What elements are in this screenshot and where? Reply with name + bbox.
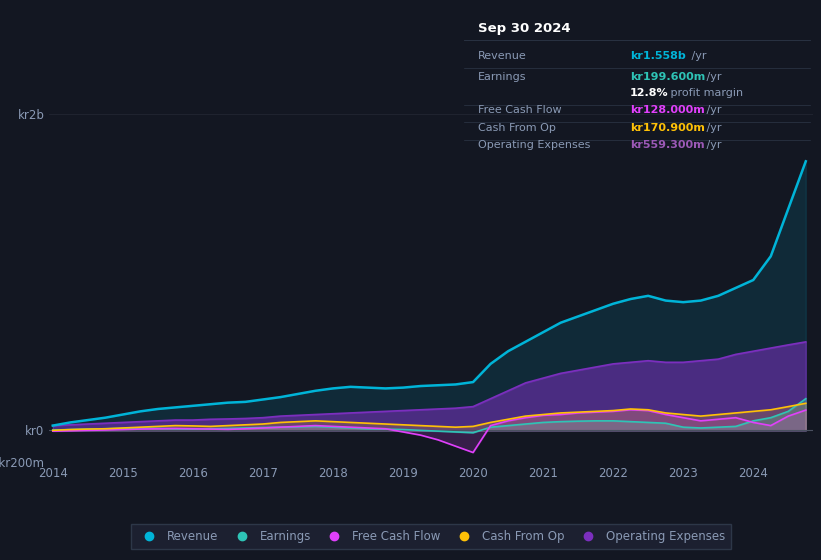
Legend: Revenue, Earnings, Free Cash Flow, Cash From Op, Operating Expenses: Revenue, Earnings, Free Cash Flow, Cash … xyxy=(131,524,731,549)
Text: 12.8%: 12.8% xyxy=(631,87,669,97)
Text: kr128.000m: kr128.000m xyxy=(631,105,705,115)
Text: Sep 30 2024: Sep 30 2024 xyxy=(478,22,571,35)
Text: Operating Expenses: Operating Expenses xyxy=(478,140,590,150)
Text: kr199.600m: kr199.600m xyxy=(631,72,705,82)
Text: profit margin: profit margin xyxy=(667,87,743,97)
Text: Revenue: Revenue xyxy=(478,51,526,61)
Text: /yr: /yr xyxy=(703,123,722,133)
Text: kr559.300m: kr559.300m xyxy=(631,140,704,150)
Text: Cash From Op: Cash From Op xyxy=(478,123,556,133)
Text: /yr: /yr xyxy=(688,51,707,61)
Text: kr170.900m: kr170.900m xyxy=(631,123,705,133)
Text: kr1.558b: kr1.558b xyxy=(631,51,686,61)
Text: /yr: /yr xyxy=(703,105,722,115)
Text: Free Cash Flow: Free Cash Flow xyxy=(478,105,562,115)
Text: /yr: /yr xyxy=(703,140,722,150)
Text: /yr: /yr xyxy=(703,72,722,82)
Text: Earnings: Earnings xyxy=(478,72,526,82)
